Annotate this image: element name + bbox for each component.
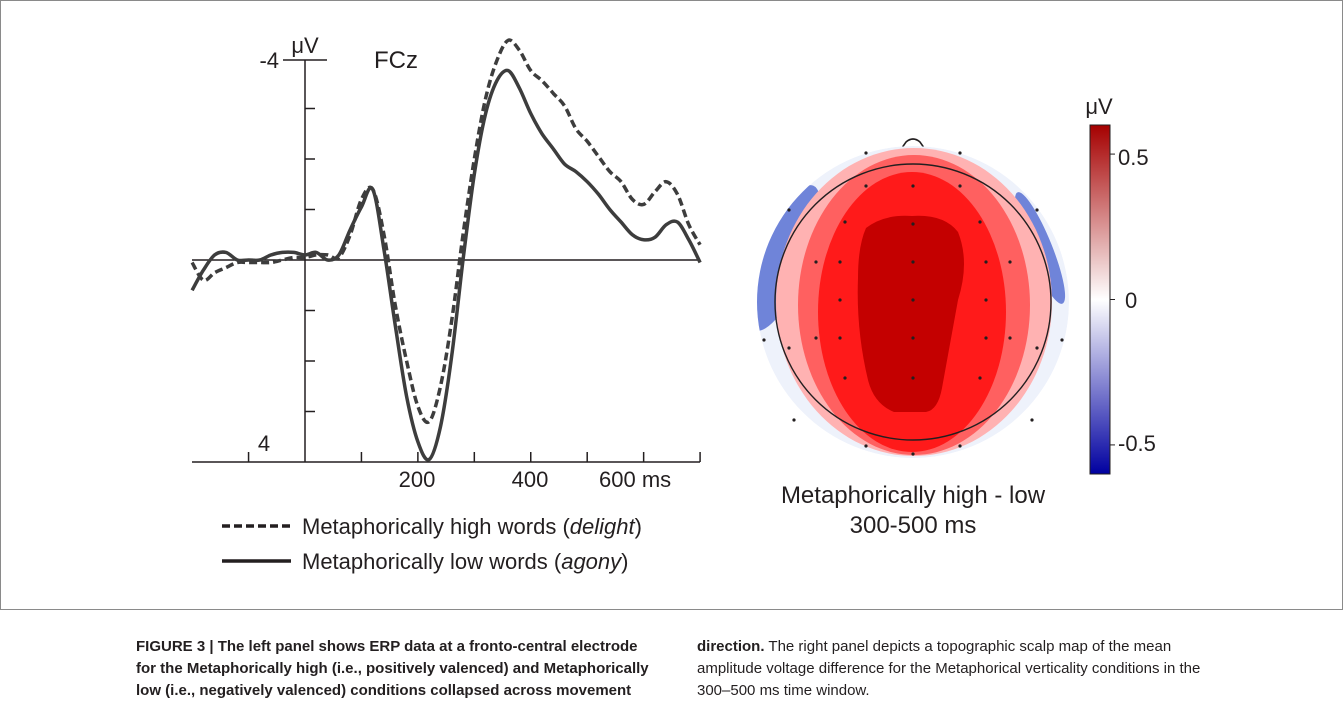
y-tick-label-top: -4 [259, 48, 279, 73]
electrode-dot [787, 346, 791, 350]
x-tick-label-400: 400 [512, 467, 549, 492]
colorbar-unit-label: μV [1085, 94, 1113, 119]
legend: Metaphorically high words (delight) Meta… [222, 514, 642, 574]
caption-right-column: direction. The right panel depicts a top… [697, 636, 1342, 702]
electrode-dot [958, 184, 962, 188]
electrode-dot [838, 336, 842, 340]
electrode-dot [911, 260, 915, 264]
electrode-dot [814, 260, 818, 264]
electrode-dot [838, 260, 842, 264]
electrode-dot [911, 376, 915, 380]
legend-label-high: Metaphorically high words (delight) [302, 514, 642, 539]
caption-line: 300–500 ms time window. [697, 682, 870, 699]
field-max-region [857, 215, 964, 412]
legend-label-low: Metaphorically low words (agony) [302, 549, 628, 574]
electrode-dot [864, 184, 868, 188]
electrode-dot [843, 376, 847, 380]
caption-line: for the Metaphorically high (i.e., posit… [136, 660, 649, 677]
electrode-dot [1035, 346, 1039, 350]
scalp-field [757, 146, 1069, 458]
electrode-dot [1008, 336, 1012, 340]
electrode-dot [911, 336, 915, 340]
colorbar-ticks [1110, 153, 1115, 446]
figure-caption: FIGURE 3 | The left panel shows ERP data… [0, 636, 1344, 699]
electrode-dot [864, 151, 868, 155]
electrode-dot [978, 376, 982, 380]
electrode-dot [911, 298, 915, 302]
electrode-dot [958, 444, 962, 448]
electrode-dot [978, 220, 982, 224]
electrode-markers [762, 151, 1064, 456]
colorbar-tick-label-high: 0.5 [1118, 145, 1149, 170]
caption-line: direction. The right panel depicts a top… [697, 638, 1172, 655]
y-tick-label-bottom: 4 [258, 431, 270, 456]
series-line-low-words [190, 68, 702, 462]
electrode-dot [911, 452, 915, 456]
colorbar [1089, 124, 1111, 475]
electrode-dot [984, 260, 988, 264]
scalp-map: μV 0.5 0 -0.5 Metaphorically high - low … [757, 94, 1156, 539]
head-outline [774, 163, 1052, 441]
x-tick-marks [247, 452, 701, 462]
electrode-dot [1030, 418, 1034, 422]
electrode-dot [762, 338, 766, 342]
colorbar-tick-label-low: -0.5 [1118, 431, 1156, 456]
y-unit-label: μV [291, 33, 319, 58]
caption-left-column: FIGURE 3 | The left panel shows ERP data… [136, 636, 681, 702]
electrode-dot [911, 184, 915, 188]
y-tick-marks [305, 107, 315, 413]
caption-line: low (i.e., negatively valenced) conditio… [136, 682, 632, 699]
electrode-dot [1060, 338, 1064, 342]
electrode-dot [958, 151, 962, 155]
series-line-high-words [190, 38, 702, 425]
x-tick-label-600: 600 ms [599, 467, 671, 492]
caption-line: FIGURE 3 | The left panel shows ERP data… [136, 638, 638, 655]
map-title-line2: 300-500 ms [850, 512, 977, 539]
electrode-dot [911, 222, 915, 226]
electrode-dot [1035, 208, 1039, 212]
electrode-dot [814, 336, 818, 340]
caption-line: amplitude voltage difference for the Met… [697, 660, 1201, 677]
electrode-dot [838, 298, 842, 302]
chart-title-electrode: FCz [374, 47, 418, 74]
figure-frame [0, 0, 1343, 610]
electrode-dot [792, 418, 796, 422]
map-title-line1: Metaphorically high - low [781, 482, 1046, 509]
x-tick-label-200: 200 [399, 467, 436, 492]
electrode-dot [984, 298, 988, 302]
erp-chart: μV -4 4 FCz 200 400 600 ms Metaphoricall… [190, 33, 702, 574]
electrode-dot [787, 208, 791, 212]
electrode-dot [843, 220, 847, 224]
electrode-dot [864, 444, 868, 448]
electrode-dot [1008, 260, 1012, 264]
colorbar-tick-label-mid: 0 [1125, 288, 1137, 313]
electrode-dot [984, 336, 988, 340]
